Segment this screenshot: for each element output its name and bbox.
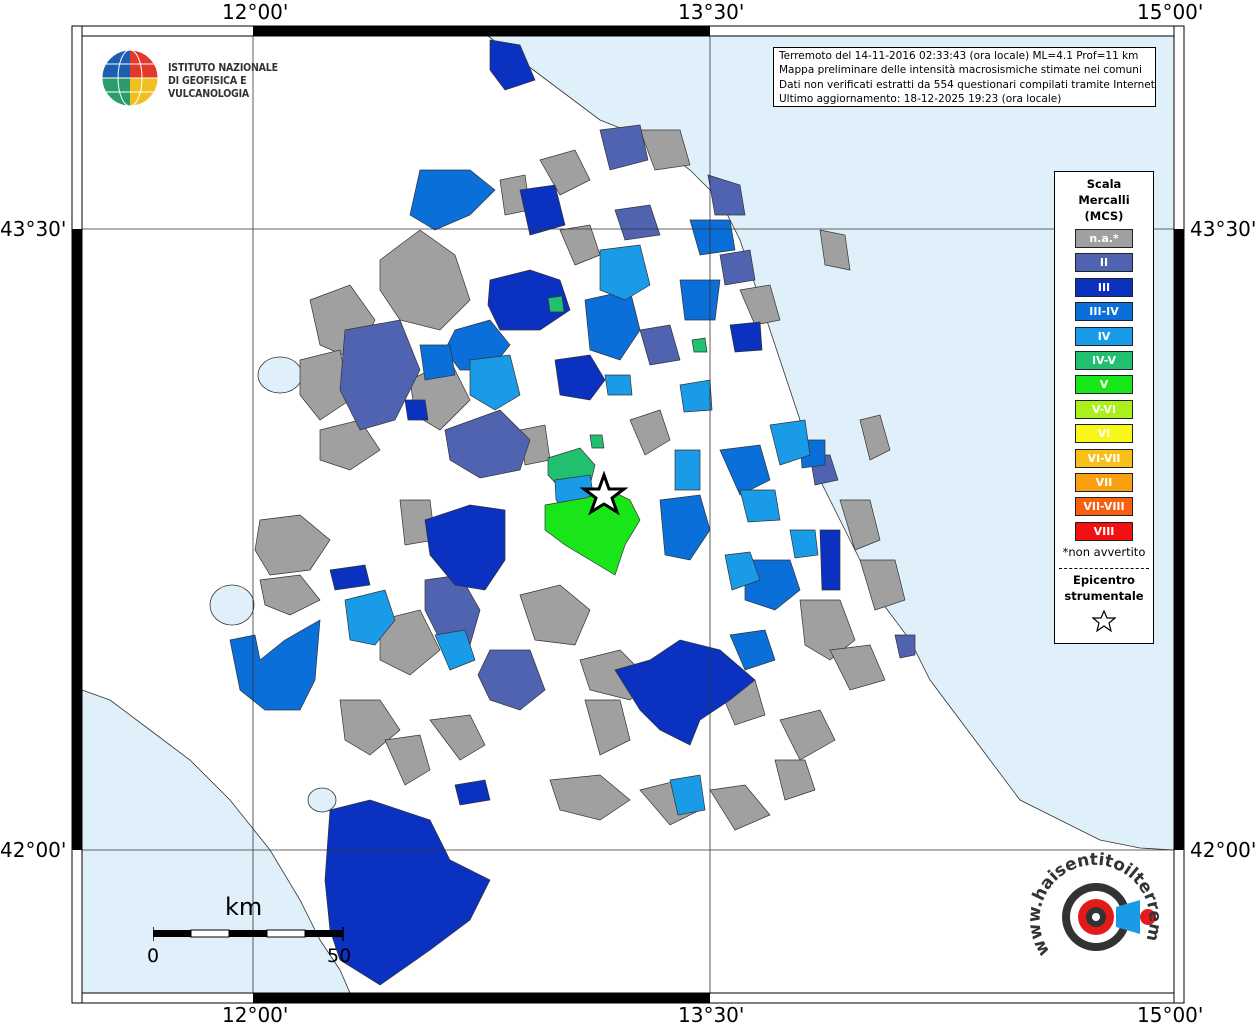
info-line3: Dati non verificati estratti da 554 ques…	[779, 78, 1156, 91]
coord-left-43-30: 43°30'	[0, 217, 67, 241]
info-line1: Terremoto del 14-11-2016 02:33:43 (ora l…	[779, 50, 1139, 62]
legend-item: III-IV	[1075, 302, 1133, 322]
coord-top-13-30: 13°30'	[678, 0, 745, 24]
lake-trasimeno	[257, 356, 303, 394]
logo-line1: ISTITUTO NAZIONALE	[168, 62, 278, 74]
legend: Scala Mercalli (MCS) n.a.* II III III-IV IV I…	[1054, 171, 1154, 644]
legend-item: VII-VIII	[1075, 497, 1133, 517]
lake-bolsena	[209, 584, 255, 626]
info-line4: Ultimo aggiornamento: 18-12-2025 19:23 (…	[779, 92, 1062, 105]
legend-title-line1: Scala	[1086, 177, 1122, 191]
globe-icon	[101, 49, 159, 107]
legend-note: *non avvertito	[1062, 545, 1146, 559]
coord-right-43-30: 43°30'	[1190, 217, 1256, 241]
municipalities	[229, 39, 916, 986]
info-line2: Mappa preliminare delle intensità macros…	[779, 64, 1142, 77]
graticule	[82, 36, 1174, 993]
scale-end: 50	[327, 945, 352, 967]
scale-bar-graphic	[153, 927, 344, 941]
coord-right-42: 42°00'	[1190, 838, 1256, 862]
event-info-box: Terremoto del 14-11-2016 02:33:43 (ora l…	[773, 47, 1156, 107]
legend-item: VII	[1075, 473, 1133, 492]
lake-bracciano	[307, 787, 337, 813]
legend-item: III	[1075, 277, 1133, 297]
legend-item: VIII	[1075, 521, 1133, 541]
legend-item: V	[1075, 375, 1133, 395]
scale-bar: km 0 50	[145, 893, 360, 973]
scale-unit: km	[225, 893, 263, 921]
coord-left-42: 42°00'	[0, 838, 67, 862]
haisentito-logo: www.haisentitoilterremoto.it	[1024, 837, 1170, 982]
coord-bottom-13-30: 13°30'	[678, 1003, 745, 1027]
legend-title-line2: Mercalli	[1078, 193, 1130, 207]
legend-item: II	[1075, 253, 1133, 273]
legend-title-line3: (MCS)	[1084, 209, 1124, 223]
star-icon	[1092, 610, 1116, 632]
coord-top-15: 15°00'	[1137, 0, 1204, 24]
legend-item: n.a.*	[1075, 229, 1133, 248]
coord-bottom-15: 15°00'	[1137, 1003, 1204, 1027]
ingv-logo: ISTITUTO NAZIONALE DI GEOFISICA E VULCAN…	[100, 48, 320, 110]
legend-item: VI	[1075, 424, 1133, 444]
map-frame	[71, 25, 1185, 1004]
legend-epicenter-line2: strumentale	[1064, 589, 1144, 603]
legend-item: V-VI	[1075, 399, 1133, 419]
legend-epicenter-line1: Epicentro	[1073, 573, 1135, 587]
legend-item: IV	[1075, 326, 1133, 346]
legend-title: Scala Mercalli (MCS)	[1055, 176, 1153, 224]
haisentito-badge-icon: www.haisentitoilterremoto.it	[1024, 837, 1165, 959]
legend-item: VI-VII	[1075, 448, 1133, 468]
legend-separator	[1059, 568, 1149, 569]
coord-top-12: 12°00'	[222, 0, 289, 24]
coord-bottom-12: 12°00'	[222, 1003, 289, 1027]
scale-start: 0	[147, 945, 160, 967]
epicenter-star	[579, 470, 629, 516]
logo-line2: DI GEOFISICA E VULCANOLOGIA	[168, 75, 250, 100]
legend-item: IV-V	[1075, 351, 1133, 370]
legend-epicenter-label: Epicentro strumentale	[1055, 572, 1153, 604]
